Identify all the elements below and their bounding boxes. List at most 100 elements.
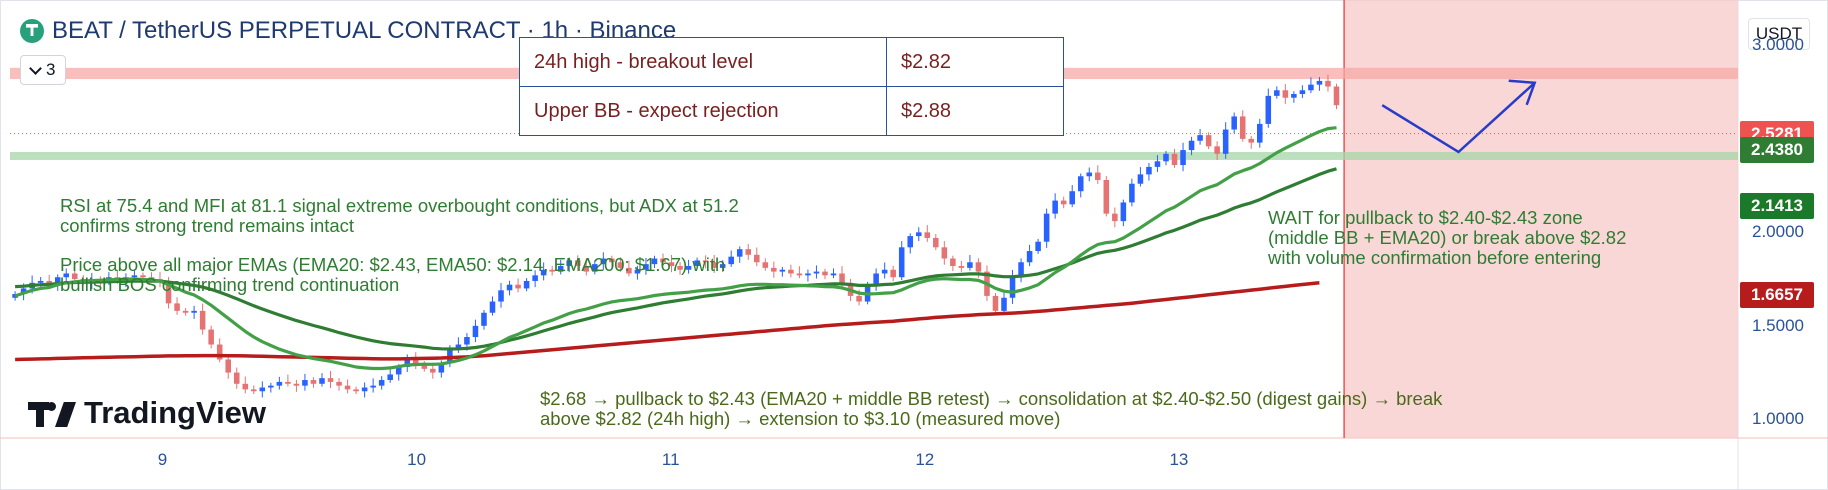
candle-body [694, 260, 700, 266]
y-tick-label: 1.5000 [1752, 315, 1804, 335]
candle-body [1146, 166, 1152, 175]
candle-body [796, 273, 803, 276]
candle-body [438, 363, 445, 373]
candle-body [165, 280, 172, 304]
candle-body [131, 275, 138, 278]
brand-name: TradingView [84, 395, 267, 430]
candle-body [378, 380, 385, 386]
candle-body [430, 368, 436, 373]
candle-body [216, 344, 223, 360]
candle-body [898, 247, 905, 278]
tradingview-logo-icon [28, 399, 76, 427]
candle-body [736, 249, 743, 257]
candle-body [668, 262, 675, 266]
candle-body [1180, 150, 1186, 166]
candle-body [651, 258, 658, 265]
candle-body [387, 374, 393, 381]
candle-body [1026, 251, 1033, 263]
candle-body [762, 262, 769, 268]
x-tick-label: 13 [1169, 450, 1189, 469]
candle-body [626, 267, 632, 274]
candle-body [208, 329, 214, 345]
candle-body [412, 359, 419, 366]
candle-body [992, 295, 999, 311]
price-unit-button[interactable]: USDT [1748, 18, 1810, 50]
x-tick-label: 12 [915, 450, 935, 469]
candle-body [12, 294, 18, 298]
candle-body [276, 381, 283, 386]
candle-body [1325, 80, 1331, 87]
candle-body [566, 260, 572, 266]
candle-body [702, 260, 709, 263]
candle-body [933, 237, 939, 248]
level-value: $2.88 [886, 86, 1064, 136]
candle-body [890, 269, 896, 278]
candle-body [1120, 202, 1127, 222]
table-row: Upper BB - expect rejection $2.88 [519, 86, 1064, 136]
candle-body [881, 269, 888, 274]
candle-body [336, 381, 342, 386]
candle-body [771, 267, 777, 272]
candle-body [20, 288, 27, 295]
ema50-line [15, 167, 1337, 351]
candle-body [242, 383, 249, 390]
table-row: 24h high - breakout level $2.82 [519, 37, 1064, 87]
candle-body [677, 266, 683, 270]
y-tick-label: 2.0000 [1752, 222, 1804, 242]
x-tick-label: 11 [661, 450, 680, 469]
candle-body [293, 383, 300, 386]
candle-body [1197, 135, 1203, 141]
candle-body [540, 269, 547, 276]
candle-body [506, 284, 513, 291]
x-tick-label: 9 [157, 450, 168, 469]
tradingview-logo[interactable]: TradingView [28, 395, 266, 431]
indicator-count: 3 [46, 60, 56, 79]
levels-table: 24h high - breakout level $2.82 Upper BB… [519, 37, 1064, 136]
level-label: 24h high - breakout level [519, 37, 887, 87]
candle-body [1188, 140, 1195, 151]
candle-body [719, 264, 726, 268]
candle-body [1205, 135, 1212, 147]
candle-body [259, 387, 266, 392]
candle-body [1077, 176, 1084, 192]
candle-body [148, 277, 155, 280]
x-tick-label: 10 [407, 450, 427, 469]
candle-body [1069, 191, 1075, 205]
candle-body [1214, 146, 1220, 154]
y-tick-label: 3.0000 [1752, 35, 1804, 55]
candle-body [1112, 213, 1118, 222]
candle-body [685, 266, 692, 270]
candle-body [1282, 90, 1289, 98]
candle-body [140, 275, 146, 278]
candle-body [532, 275, 538, 281]
candle-body [1231, 116, 1237, 130]
candle-body [71, 273, 78, 280]
candle-body [1129, 183, 1135, 203]
candle-body [464, 337, 470, 345]
candle-body [583, 266, 590, 272]
candle-body [1052, 200, 1058, 214]
rsi-annotation: RSI at 75.4 and MFI at 81.1 signal extre… [60, 195, 739, 236]
candle-body [310, 380, 317, 384]
candle-body [1222, 129, 1229, 154]
level-value: $2.82 [886, 37, 1064, 87]
candle-body [805, 273, 811, 276]
price-badge-ema20: 2.4380 [1740, 137, 1814, 164]
candle-body [63, 273, 70, 278]
candle-body [1035, 241, 1041, 252]
candle-body [481, 312, 487, 326]
indicator-collapse-button[interactable]: 3 [20, 55, 67, 85]
ema200-line [15, 281, 1320, 362]
chevron-down-icon [29, 61, 42, 75]
candle-body [1009, 277, 1016, 298]
candle-body [327, 378, 334, 382]
candle-body [600, 258, 607, 265]
candle-body [549, 269, 555, 272]
candle-body [813, 271, 820, 274]
candle-body [498, 290, 504, 302]
candle-body [967, 262, 973, 268]
candle-body [1137, 174, 1144, 184]
y-tick-label: 1.0000 [1752, 409, 1804, 429]
candle-body [728, 256, 734, 265]
candle-body [958, 266, 965, 268]
